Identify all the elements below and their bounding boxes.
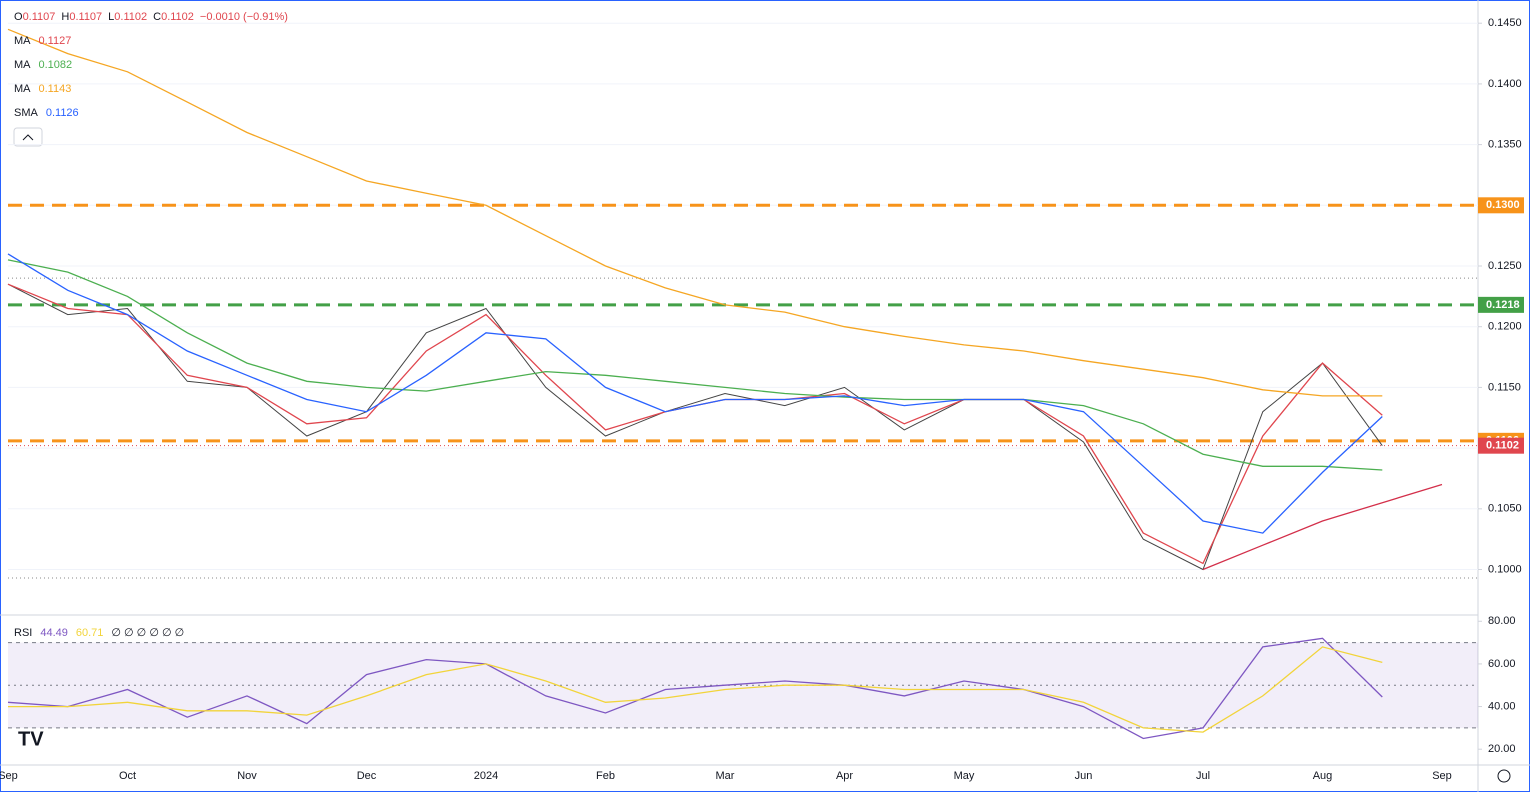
ohlc-value: 0.1107	[23, 11, 56, 23]
series-line	[7, 28, 1383, 397]
ohlc-value: 0.1102	[114, 11, 147, 23]
x-tick-label: Sep	[0, 770, 18, 782]
price-label: 0.1300	[1486, 199, 1520, 211]
price-label: 0.1218	[1486, 299, 1520, 311]
x-tick-label: 2024	[474, 770, 498, 782]
y-tick-label: 0.1200	[1488, 321, 1522, 333]
logo: TV	[18, 728, 44, 750]
collapse-button[interactable]	[13, 127, 43, 147]
price-label-bg	[1478, 197, 1524, 214]
ohlc-label: H	[61, 11, 69, 23]
series-line	[7, 283, 1383, 571]
series-line	[7, 259, 1383, 471]
x-tick-label: Aug	[1313, 770, 1333, 782]
y-tick-label: 0.1050	[1488, 503, 1522, 515]
y-tick-label: 40.00	[1488, 700, 1516, 712]
y-tick-label: 0.1350	[1488, 139, 1522, 151]
collapse-icon	[22, 134, 34, 141]
price-label-bg	[1478, 437, 1524, 454]
y-tick-label: 0.1400	[1488, 78, 1522, 90]
legend-entry: SMA 0.1126	[14, 107, 79, 119]
y-tick-label: 0.1450	[1488, 17, 1522, 29]
legend-entry: MA 0.1082	[14, 59, 72, 71]
legend-value: 0.1126	[46, 107, 79, 119]
x-tick-label: Sep	[1432, 770, 1452, 782]
x-tick-label: Jun	[1075, 770, 1093, 782]
legend-name: SMA	[14, 107, 39, 119]
legend-value: 0.1082	[39, 59, 73, 71]
y-tick-label: 80.00	[1488, 615, 1516, 627]
settings-icon[interactable]	[1497, 769, 1511, 783]
y-tick-label: 60.00	[1488, 658, 1516, 670]
y-tick-label: 0.1250	[1488, 260, 1522, 272]
x-tick-label: Feb	[596, 770, 615, 782]
series-line	[7, 253, 1383, 534]
legend-name: MA	[14, 35, 31, 47]
ohlc-label: L	[108, 11, 114, 23]
legend-name: MA	[14, 83, 31, 95]
ohlc-value: 0.1102	[161, 11, 194, 23]
series-line	[1202, 483, 1443, 571]
x-tick-label: Mar	[716, 770, 735, 782]
legend-value: 0.1127	[39, 35, 72, 47]
y-tick-label: 20.00	[1488, 743, 1516, 755]
plots: Sep Oct Nov Dec 2024 Feb Mar Apr May Jun Jul Aug Sep…	[0, 11, 1524, 782]
x-tick-label: Apr	[836, 770, 853, 782]
series-line	[8, 646, 1383, 733]
y-tick-label: 0.1000	[1488, 563, 1522, 575]
series-line	[7, 637, 1383, 740]
change: −0.0010 (−0.91%)	[200, 11, 288, 23]
x-tick-label: May	[954, 770, 975, 782]
price-label-bg	[1478, 296, 1524, 313]
rsi-title: RSI	[14, 627, 32, 639]
legend-entry: MA 0.1127	[14, 35, 71, 47]
x-tick-label: Oct	[119, 770, 136, 782]
x-tick-label: Nov	[237, 770, 257, 782]
legend-entry: MA 0.1143	[14, 83, 71, 95]
x-tick-label: Dec	[357, 770, 377, 782]
ohlc-value: 0.1107	[69, 11, 102, 23]
rsi-value: 44.49	[40, 627, 68, 639]
ohlc-label: O	[14, 11, 23, 23]
ohlc-header: O0.1107 H0.1107 L0.1102 C0.1102 −0.0010 (−0.…	[14, 11, 288, 23]
rsi-legend: RSI 44.49 60.71 ∅ ∅ ∅ ∅ ∅ ∅	[14, 627, 184, 639]
legend-name: MA	[14, 59, 31, 71]
rsi-note: ∅ ∅ ∅ ∅ ∅ ∅	[111, 627, 184, 639]
legend-value: 0.1143	[39, 83, 72, 95]
x-tick-label: Jul	[1196, 770, 1210, 782]
y-tick-label: 0.1150	[1488, 381, 1521, 393]
price-label: 0.1102	[1486, 440, 1519, 452]
rsi-value: 60.71	[76, 627, 104, 639]
ohlc-label: C	[153, 11, 161, 23]
